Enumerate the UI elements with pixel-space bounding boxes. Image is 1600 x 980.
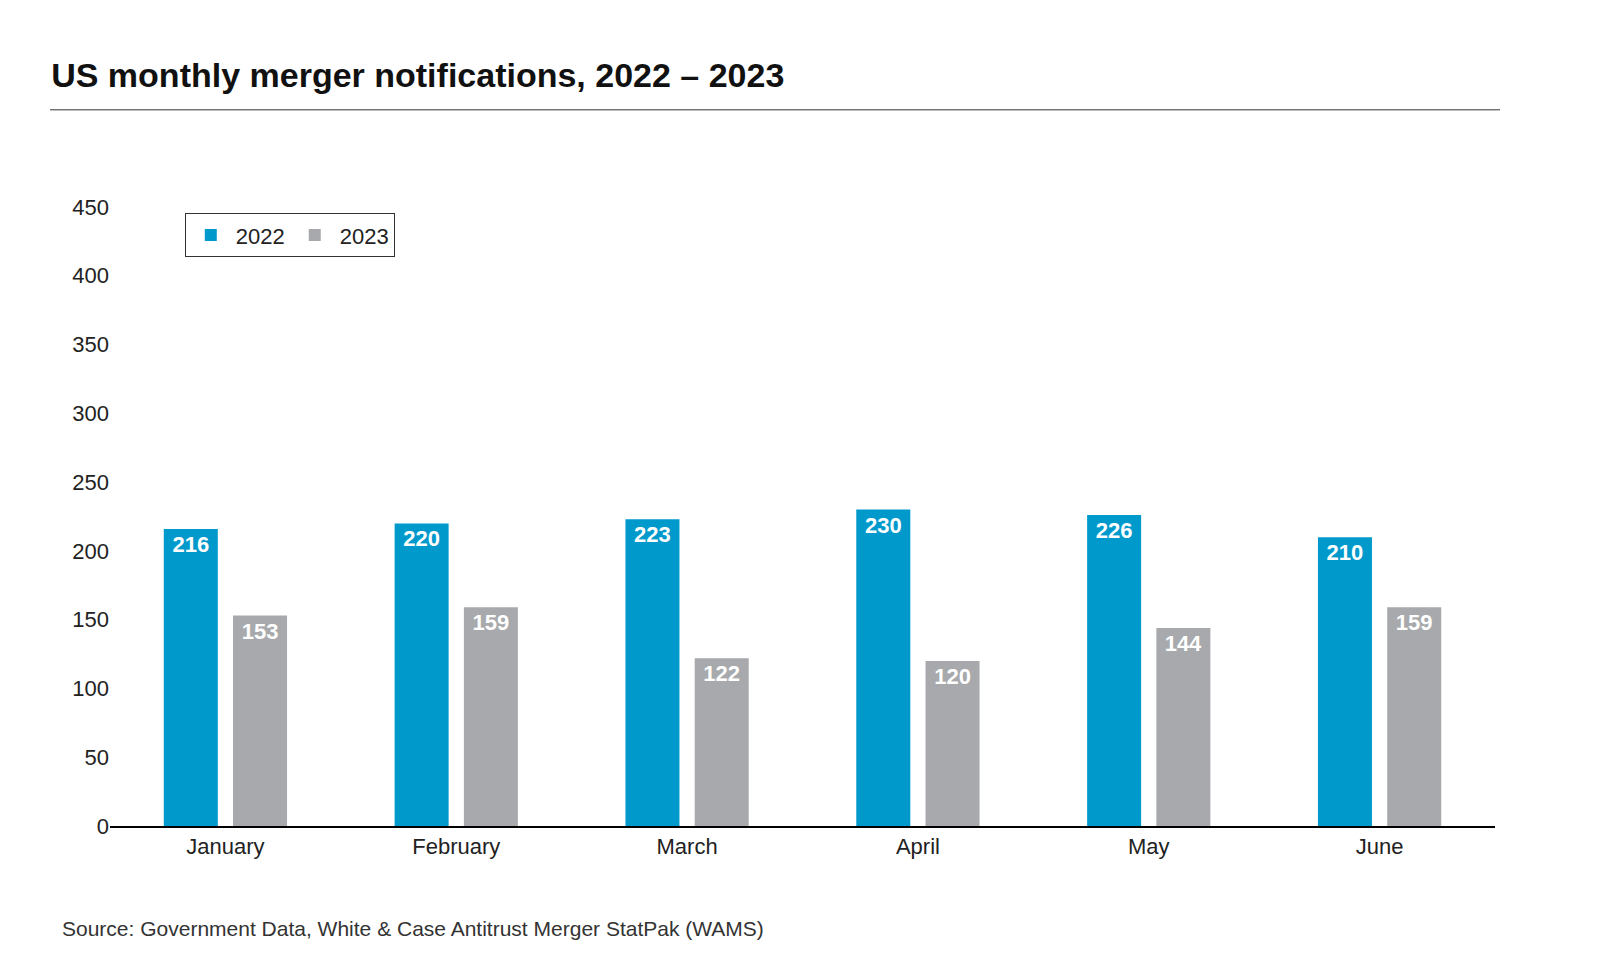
svg-text:230: 230: [865, 513, 902, 538]
svg-text:122: 122: [703, 661, 740, 686]
svg-text:223: 223: [634, 522, 671, 547]
svg-text:153: 153: [242, 619, 279, 644]
svg-text:250: 250: [72, 470, 109, 495]
svg-text:February: February: [412, 834, 500, 859]
svg-text:450: 450: [72, 195, 109, 220]
svg-text:April: April: [896, 834, 940, 859]
svg-text:210: 210: [1327, 540, 1364, 565]
svg-text:350: 350: [72, 332, 109, 357]
svg-text:March: March: [657, 834, 718, 859]
svg-text:June: June: [1356, 834, 1404, 859]
svg-text:300: 300: [72, 401, 109, 426]
svg-text:Source: Government Data, White: Source: Government Data, White & Case An…: [62, 917, 764, 940]
svg-text:120: 120: [934, 664, 971, 689]
svg-text:220: 220: [403, 526, 440, 551]
svg-text:2023: 2023: [340, 224, 389, 249]
svg-text:200: 200: [72, 539, 109, 564]
svg-text:2022: 2022: [236, 224, 285, 249]
svg-text:144: 144: [1165, 631, 1202, 656]
svg-text:0: 0: [97, 814, 109, 839]
svg-text:50: 50: [85, 745, 109, 770]
svg-text:400: 400: [72, 263, 109, 288]
svg-text:216: 216: [172, 532, 209, 557]
svg-text:US monthly merger notification: US monthly merger notifications, 2022 – …: [51, 56, 784, 94]
svg-text:150: 150: [72, 607, 109, 632]
svg-text:May: May: [1128, 834, 1170, 859]
svg-text:159: 159: [473, 610, 510, 635]
svg-text:226: 226: [1096, 518, 1133, 543]
svg-text:159: 159: [1396, 610, 1433, 635]
svg-text:January: January: [186, 834, 264, 859]
svg-text:100: 100: [72, 676, 109, 701]
